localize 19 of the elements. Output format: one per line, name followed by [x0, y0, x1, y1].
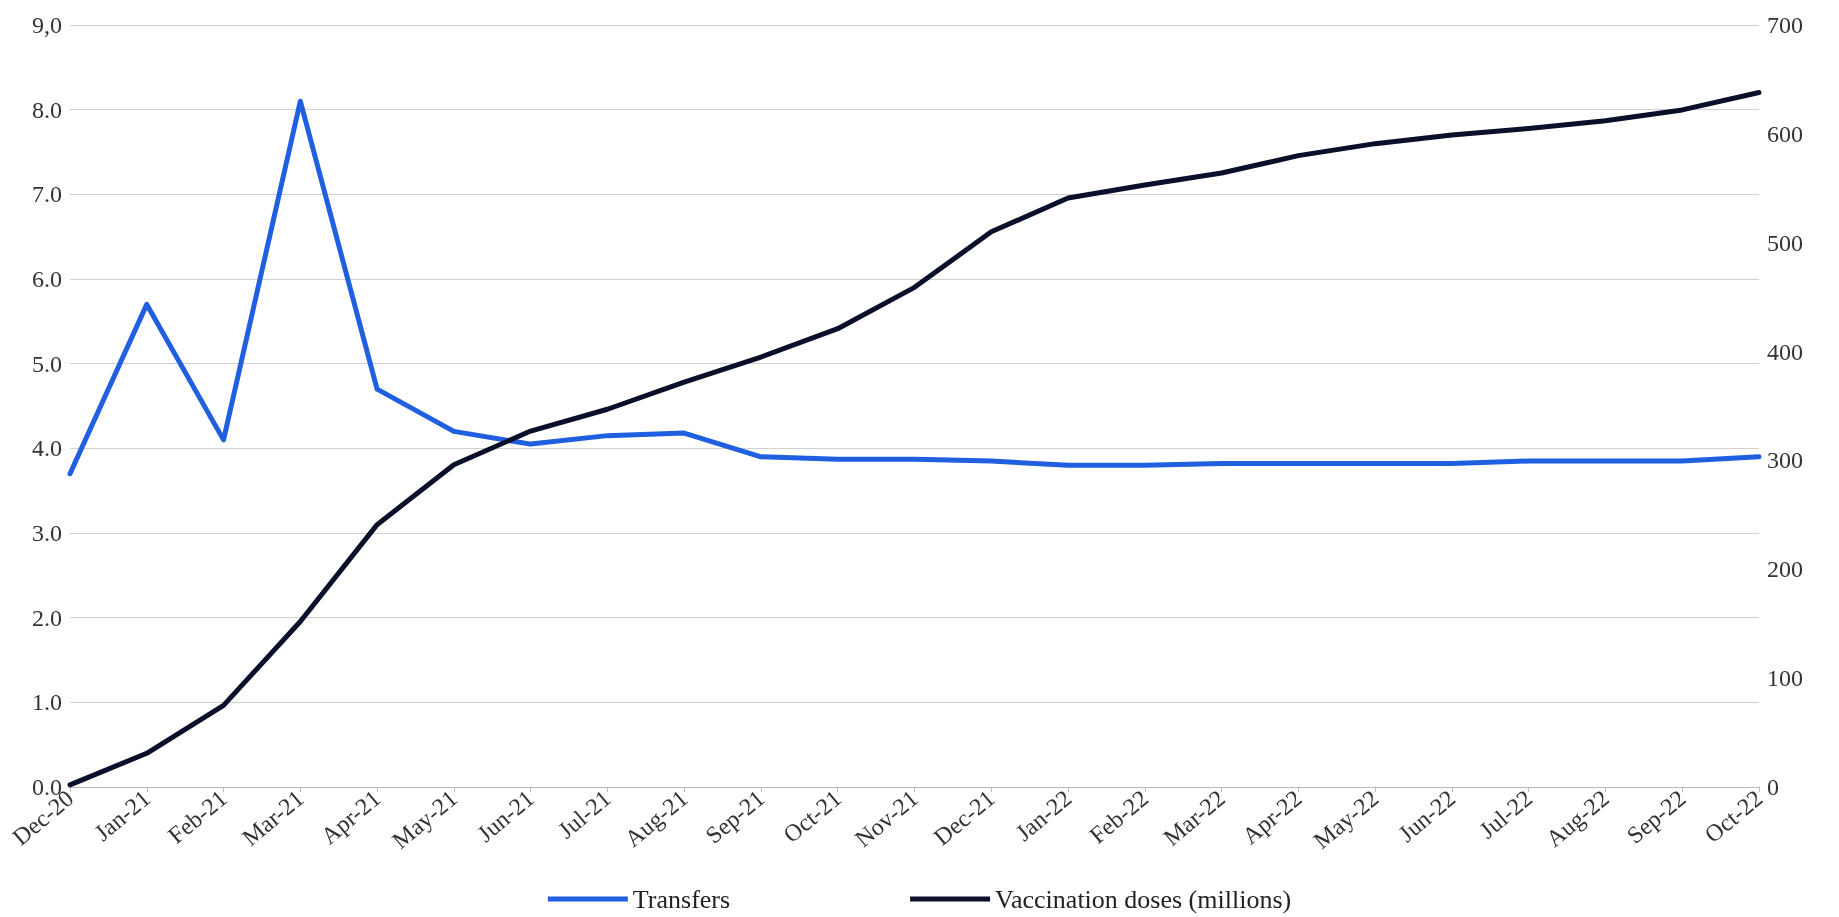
y2-tick-label: 600	[1767, 120, 1803, 147]
y-tick-label: 8.0	[32, 96, 62, 123]
y-tick-label: 9,0	[32, 12, 62, 38]
y-tick-label: 3.0	[32, 520, 62, 546]
y2-tick-label: 100	[1767, 665, 1803, 692]
legend-label: Transfers	[632, 884, 731, 914]
y2-tick-label: 200	[1767, 556, 1803, 583]
y2-tick-label: 500	[1767, 229, 1803, 256]
y-tick-label: 7.0	[32, 181, 62, 208]
y-tick-label: 1.0	[32, 689, 62, 716]
y2-tick-label: 300	[1767, 447, 1803, 474]
legend-label: Vaccination doses (millions)	[995, 884, 1292, 914]
y-tick-label: 4.0	[32, 435, 62, 462]
y2-tick-label: 400	[1767, 338, 1803, 365]
y-tick-label: 6.0	[32, 266, 62, 292]
y2-tick-label: 700	[1767, 12, 1803, 38]
y2-tick-label: 0	[1767, 774, 1779, 800]
y-tick-label: 5.0	[32, 350, 62, 377]
y-tick-label: 2.0	[32, 604, 62, 631]
